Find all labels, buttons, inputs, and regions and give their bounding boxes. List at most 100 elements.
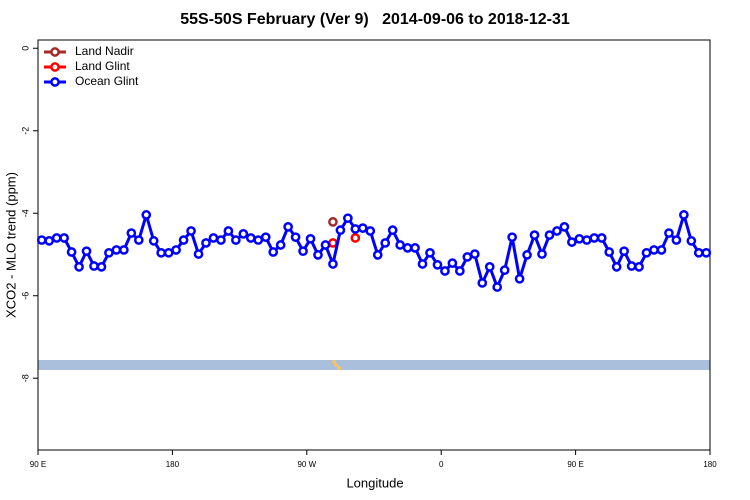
y-tick-label: -4 [20,209,30,217]
data-point [395,240,405,250]
data-point [611,262,622,272]
data-point [51,233,62,243]
data-point [477,278,488,288]
x-axis-title: Longitude [346,475,403,490]
surface-dot [332,360,336,364]
data-point [268,247,279,257]
data-point [59,233,69,243]
data-point [193,249,204,259]
data-point [671,235,682,245]
y-tick-label: -2 [20,127,30,135]
data-point [156,247,167,258]
data-point [574,233,585,244]
data-point [701,247,712,258]
data-point [425,247,435,258]
data-point [372,250,383,260]
data-point [350,224,361,234]
data-point [313,250,323,260]
data-point [432,259,443,270]
data-point [455,266,465,276]
data-point [290,232,301,243]
data-point [552,226,562,236]
data-point [387,225,398,236]
data-point [514,273,525,284]
data-point [171,245,181,255]
data-point [223,226,234,236]
data-point [440,266,450,276]
data-point [380,238,391,248]
data-point [283,222,293,232]
data-point [343,213,353,224]
data-point [462,252,473,262]
data-point [634,262,644,272]
data-point [148,236,159,246]
data-point [567,237,577,247]
legend-label: Land Glint [75,59,130,73]
data-point [447,258,458,268]
y-tick-label: -8 [20,374,30,382]
data-point [104,247,114,258]
data-point [111,245,122,255]
data-point [664,228,674,238]
data-point [141,210,152,220]
data-point [469,249,480,259]
data-point [484,262,495,272]
data-point [559,222,570,232]
y-tick-label: 0 [20,46,30,51]
data-point [231,235,241,245]
data-point [260,232,271,243]
x-tick-label: 180 [166,460,180,469]
legend-marker [50,77,60,87]
data-point [44,236,55,246]
x-tick-label: 180 [703,460,717,469]
data-point [522,250,532,260]
data-point [679,210,689,220]
data-point [693,247,704,258]
data-point [275,240,286,250]
data-point [178,235,189,245]
data-point [357,223,368,233]
data-point [36,235,47,245]
data-point [89,261,99,271]
data-point [74,262,84,272]
data-point [335,225,346,236]
surface-dot [337,366,341,370]
data-point [298,246,308,257]
data-point [410,243,420,253]
legend-label: Ocean Glint [75,74,139,88]
x-tick-label: 90 W [297,460,316,469]
data-point [402,243,413,253]
data-point [245,233,256,243]
data-point [208,233,219,243]
x-tick-label: 90 E [567,460,583,469]
surface-dot [334,363,338,367]
data-point [596,233,607,243]
legend-marker [50,47,60,57]
data-point [328,217,338,227]
data-point [328,238,338,248]
y-tick-label: -6 [20,292,30,300]
data-point [305,233,316,244]
data-point [253,235,264,245]
data-point [499,265,510,276]
data-point [619,246,629,257]
data-point [649,245,659,255]
surface-band [38,360,710,370]
data-point [119,245,129,255]
x-tick-label: 0 [439,460,444,469]
data-point [216,235,226,245]
data-point [581,235,592,245]
data-point [529,230,540,240]
data-point [417,259,428,269]
x-tick-label: 90 E [30,460,46,469]
data-point [537,249,547,259]
data-point [66,247,77,257]
data-point [626,261,637,271]
data-point [126,228,137,238]
data-point [186,226,196,236]
legend-label: Land Nadir [75,44,134,58]
legend-marker [50,62,60,72]
data-point [133,235,144,245]
data-point [328,259,338,269]
